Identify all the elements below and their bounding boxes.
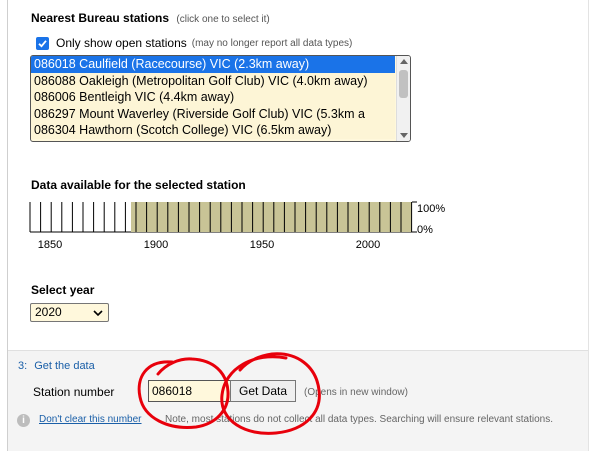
scroll-up-arrow-icon[interactable] bbox=[400, 59, 408, 64]
scroll-down-arrow-icon[interactable] bbox=[400, 133, 408, 138]
availability-title: Data available for the selected station bbox=[31, 178, 246, 192]
info-icon: i bbox=[17, 414, 30, 427]
step-title-text: Get the data bbox=[34, 360, 95, 372]
label-100: 100% bbox=[417, 203, 445, 215]
frame-right-border bbox=[588, 0, 589, 451]
station-number-input[interactable]: 086018 bbox=[148, 380, 231, 402]
dont-clear-number-link[interactable]: Don't clear this number bbox=[39, 414, 142, 425]
chevron-down-icon bbox=[93, 310, 103, 317]
scroll-thumb[interactable] bbox=[399, 70, 408, 98]
year-title: Select year bbox=[31, 283, 95, 297]
opens-new-window-note: (Opens in new window) bbox=[304, 387, 408, 398]
station-option[interactable]: 086088 Oakleigh (Metropolitan Golf Club)… bbox=[31, 72, 395, 89]
only-open-checkbox[interactable] bbox=[36, 36, 49, 50]
step-title: 3: Get the data bbox=[18, 360, 95, 372]
tick-label: 2000 bbox=[356, 239, 380, 251]
station-listbox[interactable]: 086018 Caulfield (Racecourse) VIC (2.3km… bbox=[30, 55, 411, 142]
year-select[interactable]: 2020 bbox=[30, 303, 109, 322]
only-open-checkbox-row[interactable]: Only show open stations (may no longer r… bbox=[36, 36, 352, 50]
year-value: 2020 bbox=[35, 305, 62, 319]
station-number-label: Station number bbox=[33, 385, 115, 399]
only-open-note: (may no longer report all data types) bbox=[191, 37, 353, 49]
station-option[interactable]: 086297 Mount Waverley (Riverside Golf Cl… bbox=[31, 105, 395, 122]
availability-timeline: 100% 0% 1850 1900 1950 2000 bbox=[29, 201, 445, 251]
tick-label: 1850 bbox=[38, 239, 62, 251]
checkmark-icon bbox=[38, 39, 47, 48]
timeline-ticks bbox=[29, 202, 413, 232]
station-option[interactable]: 086304 Hawthorn (Scotch College) VIC (6.… bbox=[31, 122, 395, 139]
frame-left-border bbox=[7, 0, 8, 451]
stations-section-title: Nearest Bureau stations (click one to se… bbox=[31, 11, 270, 25]
station-option[interactable]: 086006 Bentleigh VIC (4.4km away) bbox=[31, 89, 395, 106]
data-types-note: Note, most stations do not collect all d… bbox=[165, 414, 553, 425]
label-0: 0% bbox=[417, 224, 433, 236]
station-list-scrollbar[interactable] bbox=[396, 56, 410, 141]
stations-hint: (click one to select it) bbox=[176, 14, 270, 25]
only-open-label: Only show open stations bbox=[56, 36, 187, 50]
stations-title: Nearest Bureau stations bbox=[31, 11, 170, 25]
get-data-panel: 3: Get the data Station number 086018 Get… bbox=[8, 350, 588, 451]
availability-fill bbox=[131, 202, 412, 232]
step-number: 3: bbox=[18, 360, 28, 372]
tick-label: 1950 bbox=[250, 239, 274, 251]
tick-label: 1900 bbox=[144, 239, 168, 251]
get-data-button[interactable]: Get Data bbox=[230, 380, 296, 402]
station-option[interactable]: 086018 Caulfield (Racecourse) VIC (2.3km… bbox=[31, 56, 395, 73]
